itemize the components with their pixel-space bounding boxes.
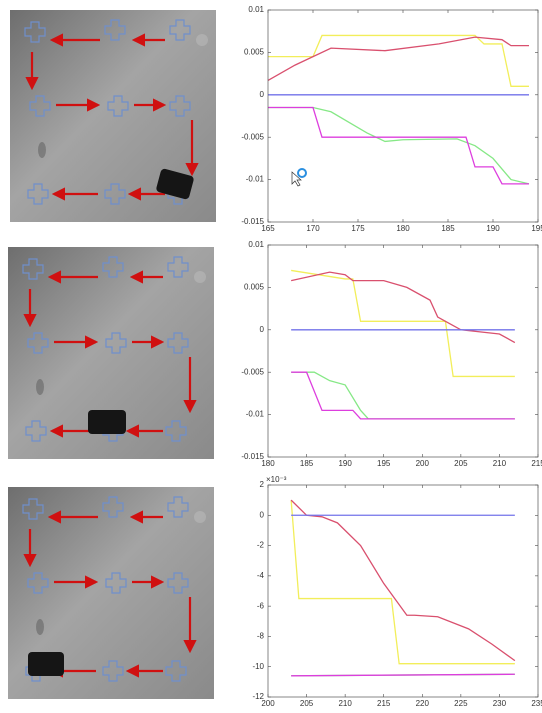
series-line [267, 36, 529, 81]
x-tick-label: 190 [486, 224, 500, 233]
y-tick-label: -2 [257, 541, 265, 550]
series-line [291, 371, 515, 420]
y-exponent: ×10⁻³ [266, 475, 287, 484]
y-tick-label: 0.01 [248, 240, 264, 249]
axes-box [267, 244, 539, 458]
camera-frame [8, 247, 214, 459]
x-tick-label: 215 [531, 459, 542, 468]
x-tick-label: 190 [338, 459, 352, 468]
x-tick-label: 225 [454, 699, 468, 708]
y-tick-label: 2 [260, 480, 265, 489]
y-tick-label: -0.005 [241, 367, 264, 376]
x-tick-label: 185 [300, 459, 314, 468]
series-line [291, 271, 516, 344]
y-tick-label: -8 [257, 632, 265, 641]
x-tick-label: 165 [261, 224, 275, 233]
y-tick-label: 0 [260, 90, 265, 99]
line-chart: -12 -10 -8 -6 -4 -2 0 2 200 205 210 215 220 225 230 235… [252, 475, 542, 708]
x-tick-label: 200 [261, 699, 275, 708]
y-tick-label: -0.01 [246, 175, 265, 184]
x-tick-label: 175 [351, 224, 365, 233]
series-line [290, 499, 516, 662]
x-tick-label: 180 [396, 224, 410, 233]
line-chart: -0.015 -0.01 -0.005 0 0.005 0.01 180 185 190 195 2… [241, 240, 542, 468]
camera-frame [8, 487, 214, 699]
x-tick-label: 230 [493, 699, 507, 708]
x-tick-label: 195 [377, 459, 391, 468]
y-tick-label: -0.015 [241, 452, 264, 461]
cursor [291, 168, 307, 187]
y-tick-label: -0.005 [241, 132, 264, 141]
series-line [268, 106, 530, 185]
series-line [268, 106, 529, 185]
y-tick-label: -0.015 [241, 217, 264, 226]
y-tick-label: -6 [257, 601, 265, 610]
x-tick-label: 180 [261, 459, 275, 468]
y-tick-label: -0.01 [246, 410, 265, 419]
line-chart: -0.015 -0.01 -0.005 0 0.005 0.01 165 170 175 180 1… [241, 5, 542, 233]
axes-box [267, 9, 539, 223]
y-tick-label: -4 [257, 571, 265, 580]
series-line [291, 673, 515, 677]
series-line [291, 269, 515, 378]
plot-area [268, 10, 538, 222]
x-tick-label: 220 [416, 699, 430, 708]
y-tick-label: 0 [260, 510, 265, 519]
axes-box [267, 484, 539, 698]
y-tick-label: 0.005 [244, 283, 265, 292]
x-tick-label: 200 [416, 459, 430, 468]
x-tick-label: 170 [306, 224, 320, 233]
x-tick-label: 210 [493, 459, 507, 468]
y-tick-label: 0.005 [244, 48, 265, 57]
x-tick-label: 205 [300, 699, 314, 708]
x-tick-label: 185 [441, 224, 455, 233]
x-tick-label: 210 [338, 699, 352, 708]
series-line [290, 500, 515, 665]
y-tick-label: 0 [260, 325, 265, 334]
y-tick-label: -10 [252, 662, 264, 671]
y-tick-label: 0.01 [248, 5, 264, 14]
series-line [268, 34, 529, 87]
x-tick-label: 235 [531, 699, 542, 708]
x-tick-label: 195 [531, 224, 542, 233]
camera-frame [10, 10, 216, 222]
plot-area [268, 485, 538, 697]
y-tick-label: -12 [252, 692, 264, 701]
plot-area [268, 245, 538, 457]
x-tick-label: 215 [377, 699, 391, 708]
x-tick-label: 205 [454, 459, 468, 468]
